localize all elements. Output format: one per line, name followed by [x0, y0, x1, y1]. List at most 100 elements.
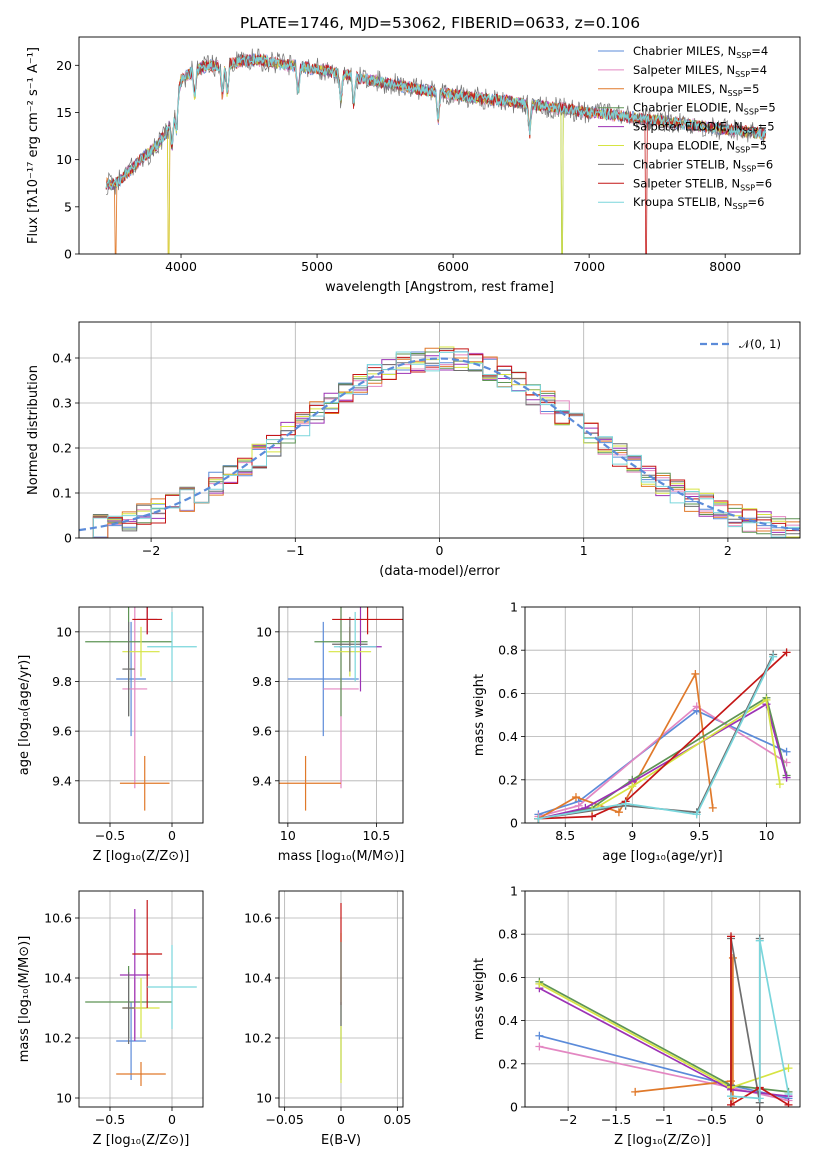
legend-entry: Salpeter MILES, NSSP=4	[633, 63, 767, 79]
x-axis-label: wavelength [Angstrom, rest frame]	[325, 280, 554, 295]
y-tick-label: 0.8	[498, 927, 518, 942]
weight-marker	[621, 799, 630, 808]
x-tick-label: 4000	[165, 259, 197, 274]
weight-marker	[727, 932, 736, 941]
y-tick-label: 0	[64, 531, 72, 546]
legend-label: Kroupa MILES, N	[633, 82, 728, 96]
gaussian-curve	[79, 357, 800, 532]
y-tick-label: 0.8	[498, 643, 518, 658]
legend-label: Salpeter STELIB, N	[633, 176, 740, 190]
spectrum-line	[105, 55, 767, 191]
weight-line	[730, 936, 789, 1107]
y-tick-label: 10	[256, 1091, 272, 1106]
legend-val: =6	[755, 176, 772, 190]
y-tick-label: 10.2	[244, 1031, 272, 1046]
ebv-mass-panel: −0.05 0 0.05 10 10.2 10.4 10.6 E(B-V)	[244, 890, 411, 1148]
x-tick-label: 0	[436, 543, 444, 558]
legend-val: =5	[759, 101, 776, 115]
legend-entry: Chabrier ELODIE, NSSP=5	[633, 101, 776, 117]
legend-val: =6	[756, 157, 773, 171]
y-tick-label: 0.1	[52, 486, 72, 501]
legend-val: =4	[750, 63, 767, 77]
x-tick-label: 10.5	[363, 828, 391, 843]
y-tick-label: 0.6	[498, 970, 518, 985]
y-tick-label: 10.4	[44, 971, 72, 986]
legend-entry: Salpeter ELODIE, NSSP=5	[633, 120, 775, 136]
weight-marker	[784, 1090, 793, 1099]
legend-sub: SSP	[728, 89, 743, 98]
x-tick-label: −0.5	[697, 1112, 727, 1127]
x-tick-label: −1.5	[601, 1112, 631, 1127]
weight-marker	[692, 810, 701, 819]
weight-marker	[755, 1094, 764, 1103]
weight-marker	[708, 803, 717, 812]
weight-line	[538, 656, 774, 820]
weight-line	[538, 651, 788, 820]
weight-marker	[631, 1087, 640, 1096]
x-tick-label: 0	[756, 1112, 764, 1127]
mass-age-plot-area	[279, 607, 403, 811]
legend-sub: SSP	[743, 127, 758, 136]
x-tick-label: 10	[759, 828, 775, 843]
legend-sub: SSP	[740, 183, 755, 192]
y-tick-label: 0	[64, 247, 72, 262]
z-age-plot-area	[85, 607, 197, 811]
legend-entry: Chabrier STELIB, NSSP=6	[633, 157, 773, 173]
x-axis-label: Z [log₁₀(Z/Z⊙)]	[614, 1133, 711, 1148]
y-axis-label: Normed distribution	[26, 365, 41, 495]
legend-val: =4	[751, 44, 768, 58]
weight-line	[730, 940, 790, 1100]
figure-title: PLATE=1746, MJD=53062, FIBERID=0633, z=0…	[240, 14, 640, 32]
y-tick-label: 9.4	[252, 773, 272, 788]
weight-marker	[782, 747, 791, 756]
legend-entry: 𝒩(0, 1)	[739, 337, 781, 351]
legend-sub: SSP	[736, 51, 751, 60]
residuals-panel: −2 −1 0 1 2 0 0.1 0.2 0.3 0.4 (data-model)/error No…	[26, 321, 801, 579]
weight-marker	[574, 801, 583, 810]
weight-marker	[769, 652, 778, 661]
y-tick-label: 0.4	[52, 351, 72, 366]
x-tick-label: 0	[168, 1112, 176, 1127]
weights-z-frame	[524, 890, 801, 1108]
x-tick-label: 9.5	[689, 828, 709, 843]
weights-age-plot-area	[534, 648, 791, 823]
legend-val: =6	[748, 195, 765, 209]
weight-marker	[614, 808, 623, 817]
weight-marker	[784, 1100, 793, 1107]
y-tick-label: 1	[510, 600, 518, 615]
y-tick-label: 9.6	[52, 724, 72, 739]
y-tick-label: 9.8	[52, 674, 72, 689]
weight-marker	[535, 1042, 544, 1051]
legend-label: Kroupa ELODIE, N	[633, 139, 735, 153]
x-tick-label: −1	[655, 1112, 673, 1127]
y-tick-label: 0	[510, 1100, 518, 1115]
x-tick-label: −0.05	[265, 1112, 303, 1127]
y-axis-label: mass weight	[472, 674, 487, 756]
weight-marker	[755, 936, 764, 945]
z-mass-plot-area	[85, 900, 197, 1086]
y-axis-label: mass weight	[472, 958, 487, 1040]
x-tick-label: −0.5	[95, 828, 125, 843]
y-tick-label: 10.6	[244, 911, 272, 926]
x-tick-label: 8000	[709, 259, 741, 274]
legend-val: =5	[758, 120, 775, 134]
y-axis-label: Flux [fλ10⁻¹⁷ erg cm⁻² s⁻¹ A⁻¹]	[26, 47, 41, 244]
x-tick-label: 9	[628, 828, 636, 843]
x-tick-label: 0.05	[383, 1112, 411, 1127]
residuals-plot-area	[79, 346, 800, 538]
legend-val: =5	[743, 82, 760, 96]
weight-marker	[775, 780, 784, 789]
weight-marker	[571, 793, 580, 802]
y-tick-label: 20	[56, 58, 72, 73]
legend-label: Salpeter MILES, N	[633, 63, 735, 77]
y-tick-label: 0.2	[498, 1056, 518, 1071]
histogram-step	[79, 351, 800, 538]
x-tick-label: −0.5	[95, 1112, 125, 1127]
weight-marker	[782, 648, 791, 657]
z-age-panel: −0.5 0 9.4 9.6 9.8 10 Z [log₁₀(Z/Z⊙)] age [log₁…	[17, 606, 204, 864]
y-axis-label: age [log₁₀(age/yr)]	[17, 655, 32, 776]
y-tick-label: 1	[510, 884, 518, 899]
legend-entry: Salpeter STELIB, NSSP=6	[633, 176, 772, 192]
legend-entry: Kroupa ELODIE, NSSP=5	[633, 139, 767, 155]
x-tick-label: −1	[286, 543, 304, 558]
